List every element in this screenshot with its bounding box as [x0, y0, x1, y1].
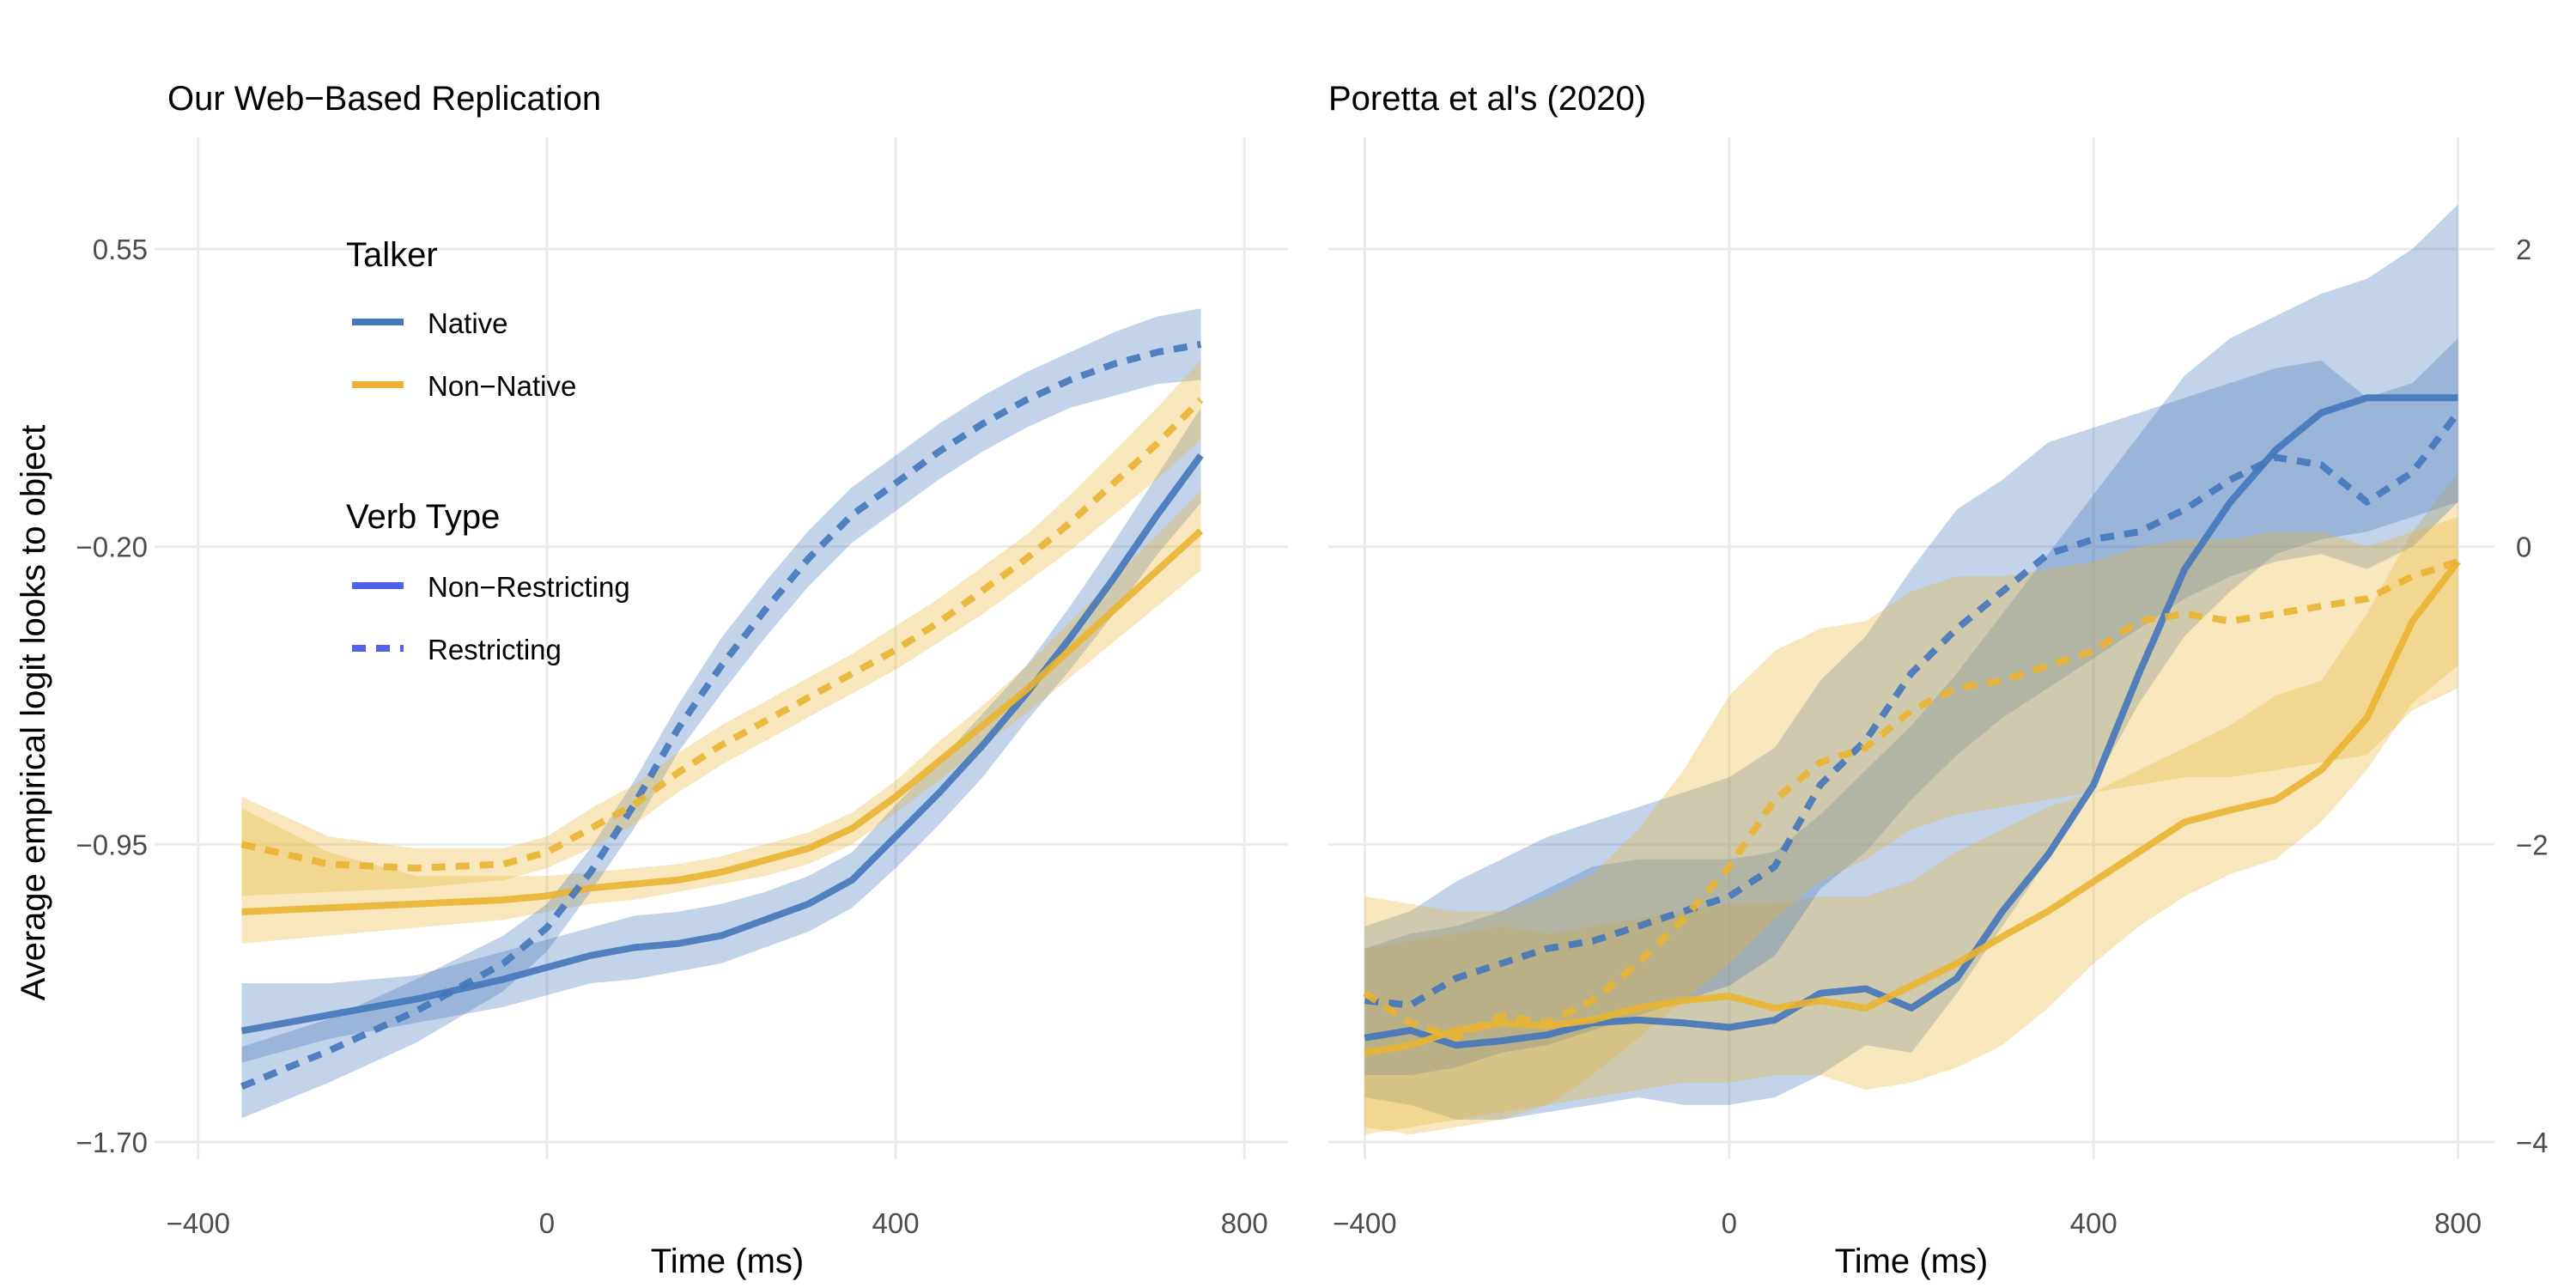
left-ribbon-native-restricting: [241, 308, 1201, 1119]
left-x-tick-label: 400: [872, 1207, 920, 1239]
left-x-tick-label: 0: [539, 1207, 555, 1239]
left-y-tick-label: −0.20: [76, 532, 149, 563]
left-ribbon-native-non-restricting: [241, 407, 1201, 1063]
right-ribbon-non-native-non-restricting: [1364, 472, 2458, 1135]
right-grid: [1328, 137, 2494, 1159]
left-line-native-restricting: [240, 340, 1202, 1091]
left-y-tick-label: −1.70: [76, 1127, 149, 1158]
right-y-tick-label: 0: [2516, 532, 2531, 563]
legend-label-non-native: Non−Native: [428, 370, 576, 402]
right-ribbon-native-non-restricting: [1364, 204, 2458, 1120]
right-line-non-native-restricting: [1363, 558, 2459, 1042]
right-y-tick-label: −2: [2516, 829, 2549, 860]
left-lines: [240, 340, 1204, 1091]
right-line-native-non-restricting: [1364, 394, 2458, 1049]
panel-left: Our Web−Based Replication −1.70 −0.95 −0.2…: [76, 80, 1288, 1280]
panel-left-title: Our Web−Based Replication: [167, 80, 601, 118]
right-x-tick-label: −400: [1333, 1207, 1396, 1239]
left-x-tick-label: −400: [167, 1207, 230, 1239]
panel-right-x-axis-title: Time (ms): [1835, 1242, 1988, 1280]
legend-talker-title: Talker: [346, 236, 438, 274]
legend-verb-title: Verb Type: [346, 498, 500, 536]
left-y-tick-label: −0.95: [76, 829, 149, 860]
left-line-non-native-restricting: [240, 397, 1204, 872]
right-y-tick-label: 2: [2516, 234, 2531, 265]
left-y-tick-label: 0.55: [93, 234, 148, 265]
right-ribbon-native-restricting: [1364, 338, 2458, 1075]
panel-right-title: Poretta et al's (2020): [1328, 80, 1646, 118]
right-ribbons: [1364, 204, 2458, 1135]
right-tick-labels: −4 −2 0 2 −400 0 400 800: [1333, 234, 2548, 1239]
panel-right: Poretta et al's (2020) −4 −2 0 2 −400 0 400 800…: [1328, 80, 2549, 1280]
panel-left-x-axis-title: Time (ms): [651, 1242, 804, 1280]
y-axis-title: Average empirical logit looks to object: [15, 425, 52, 1001]
legend-label-non-restricting: Non−Restricting: [428, 571, 630, 603]
legend-label-native: Native: [428, 307, 508, 339]
right-lines: [1363, 394, 2461, 1056]
right-ribbon-non-native-restricting: [1364, 517, 2458, 1135]
legend-label-restricting: Restricting: [428, 634, 562, 665]
left-line-non-native-non-restricting: [241, 528, 1204, 915]
left-grid: [155, 137, 1288, 1159]
right-x-tick-label: 400: [2070, 1207, 2117, 1239]
left-x-tick-label: 800: [1221, 1207, 1268, 1239]
right-x-tick-label: 800: [2434, 1207, 2482, 1239]
left-ribbon-non-native-restricting: [241, 360, 1201, 896]
left-tick-labels: −1.70 −0.95 −0.20 0.55 −400 0 400 800: [76, 234, 1268, 1239]
right-x-tick-label: 0: [1722, 1207, 1737, 1239]
right-y-tick-label: −4: [2516, 1127, 2549, 1158]
legend: Talker Native Non−Native Verb Type Non−R…: [346, 236, 630, 665]
right-line-native-restricting: [1364, 410, 2461, 1009]
left-line-native-non-restricting: [240, 453, 1204, 1035]
